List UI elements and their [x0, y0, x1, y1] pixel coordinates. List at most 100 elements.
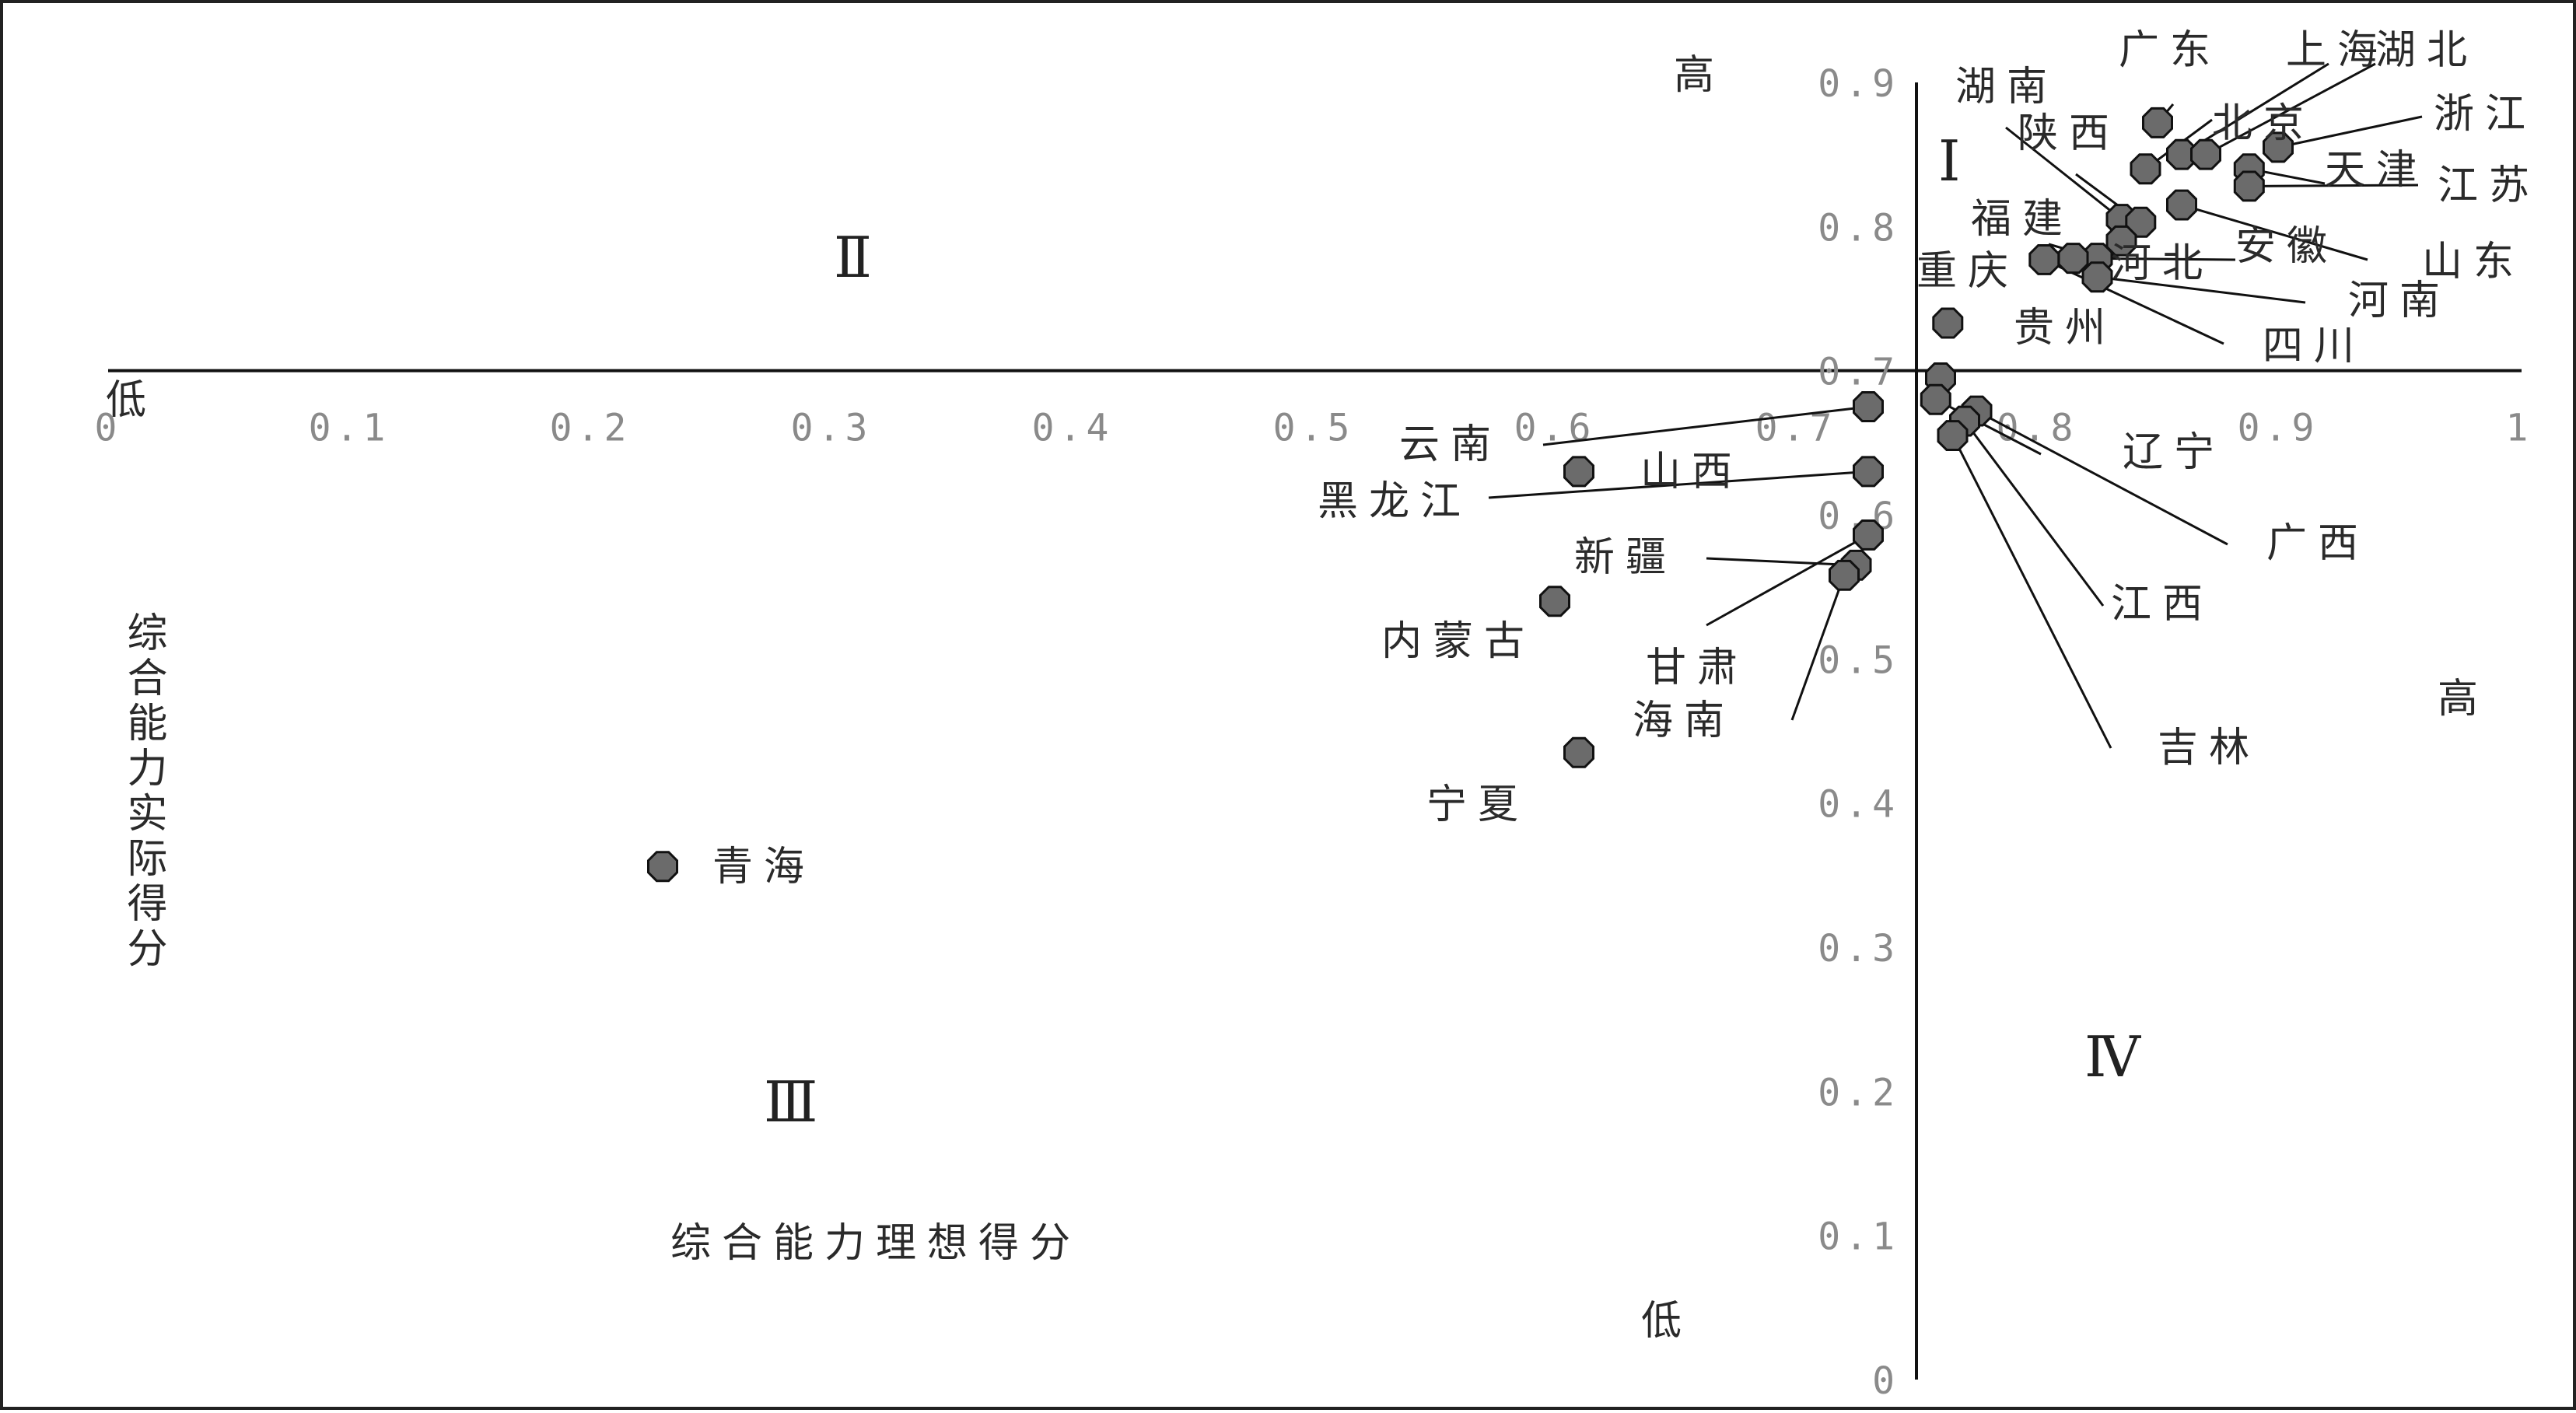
leader-line	[2205, 62, 2376, 156]
quadrant-3-label: Ⅲ	[764, 1069, 817, 1135]
point-label: 重庆	[1916, 248, 2019, 295]
data-point	[2166, 189, 2197, 221]
data-point	[1853, 391, 1884, 422]
point-label: 四川	[2263, 323, 2365, 369]
x-tick-label: 0.9	[2238, 407, 2319, 450]
point-label: 北京	[2212, 100, 2315, 147]
leader-line	[2249, 184, 2419, 187]
x-tick-label: 0.4	[1032, 407, 1114, 450]
point-label: 甘肃	[1646, 645, 1748, 691]
point-label: 河北	[2111, 240, 2214, 287]
data-point	[1920, 383, 1951, 415]
data-point	[2142, 107, 2173, 138]
y-tick-label: 0.2	[1818, 1071, 1899, 1114]
data-point	[1539, 586, 1570, 617]
point-label: 山东	[2422, 239, 2525, 285]
y-axis-high-label: 高	[1674, 52, 1725, 99]
data-point	[1563, 736, 1594, 768]
leader-line	[2277, 115, 2423, 149]
quadrant-1-label: Ⅰ	[1938, 128, 1960, 194]
x-tick-label: 0	[95, 407, 122, 450]
leader-line	[2097, 275, 2306, 304]
data-point	[1563, 456, 1594, 488]
y-tick-label: 0	[1872, 1359, 1899, 1403]
data-point	[1853, 456, 1884, 488]
quadrant-2-label: Ⅱ	[834, 225, 872, 290]
point-label: 贵州	[2014, 305, 2116, 352]
data-point	[2263, 131, 2294, 163]
point-label: 湖南	[1955, 64, 2058, 110]
point-label: 上海	[2286, 27, 2389, 74]
x-tick-label: 0.3	[791, 407, 873, 450]
leader-line	[1963, 420, 2105, 607]
y-tick-label: 0.9	[1818, 62, 1899, 106]
y-axis-title: 综合能力实际得分	[120, 611, 166, 972]
point-label: 江苏	[2438, 163, 2540, 209]
point-label: 吉林	[2158, 725, 2260, 771]
leader-line	[1706, 557, 1857, 567]
x-tick-label: 0.5	[1273, 407, 1355, 450]
leader-line	[2181, 204, 2368, 261]
point-label: 宁夏	[1426, 782, 1529, 828]
y-tick-label: 0.8	[1818, 206, 1899, 250]
data-point	[1937, 420, 1969, 451]
x-tick-label: 0.1	[309, 407, 390, 450]
point-label: 山西	[1640, 449, 1743, 495]
leader-line	[1488, 470, 1869, 499]
leader-line	[1542, 405, 1869, 446]
point-label: 江西	[2111, 581, 2214, 628]
point-label: 河南	[2348, 278, 2451, 324]
data-point	[2190, 138, 2221, 170]
point-label: 新疆	[1574, 534, 1677, 581]
point-label: 云南	[1399, 421, 1502, 468]
annotations: 高 低 低 高 Ⅰ Ⅱ Ⅲ Ⅳ 综合能力理想得分 综合能力实际得分	[106, 52, 2489, 1345]
x-tick-label: 0.7	[1755, 407, 1837, 450]
data-point	[2105, 225, 2137, 257]
x-axis-title: 综合能力理想得分	[670, 1220, 1081, 1267]
leader-line	[1976, 410, 2228, 546]
data-point	[2057, 243, 2089, 275]
leader-line	[1951, 435, 2112, 749]
point-label: 黑龙江	[1318, 478, 1472, 525]
y-tick-label: 0.7	[1818, 351, 1899, 394]
leader-line	[1790, 575, 1846, 721]
x-tick-label: 1	[2506, 407, 2533, 450]
data-point	[2028, 244, 2060, 275]
y-tick-label: 0.3	[1818, 927, 1899, 971]
point-label: 广西	[2266, 520, 2369, 567]
point-label: 海南	[1633, 698, 1735, 744]
point-label: 陕西	[2018, 110, 2120, 157]
data-point	[2130, 153, 2161, 185]
tick-labels: 0 0.1 0.2 0.3 0.4 0.5 0.6 0.7 0.8 0.9 100.10.20.30…	[95, 62, 2533, 1403]
quadrant-4-label: Ⅳ	[2084, 1024, 2141, 1089]
y-tick-label: 0.4	[1818, 783, 1899, 827]
axes	[108, 82, 2522, 1380]
data-point	[2125, 206, 2157, 238]
x-tick-label: 0.2	[550, 407, 632, 450]
point-label: 湖北	[2375, 27, 2478, 74]
y-tick-label: 0.1	[1818, 1215, 1899, 1259]
point-label: 福建	[1971, 196, 2074, 243]
point-label: 辽宁	[2123, 429, 2225, 476]
data-point	[2081, 261, 2113, 293]
leader-line	[1706, 533, 1869, 627]
data-point	[2233, 170, 2265, 202]
point-label: 广东	[2119, 27, 2221, 74]
point-label: 内蒙古	[1381, 618, 1535, 665]
point-label: 安徽	[2235, 223, 2338, 270]
data-point	[1829, 559, 1860, 591]
point-label: 青海	[712, 844, 815, 890]
y-tick-label: 0.5	[1818, 638, 1899, 682]
data-point	[1853, 519, 1884, 551]
leader-line	[2005, 126, 2123, 221]
point-label: 浙江	[2434, 91, 2536, 138]
y-axis-low-label: 低	[1641, 1298, 1692, 1345]
data-point	[647, 851, 678, 883]
x-axis-low-label: 低	[106, 377, 157, 424]
x-axis-high-label: 高	[2438, 676, 2489, 722]
scatter-plot: 0 0.1 0.2 0.3 0.4 0.5 0.6 0.7 0.8 0.9 100.10.20.30…	[95, 27, 2540, 1403]
leader-line	[1935, 398, 2042, 456]
point-label: 天津	[2325, 147, 2427, 194]
